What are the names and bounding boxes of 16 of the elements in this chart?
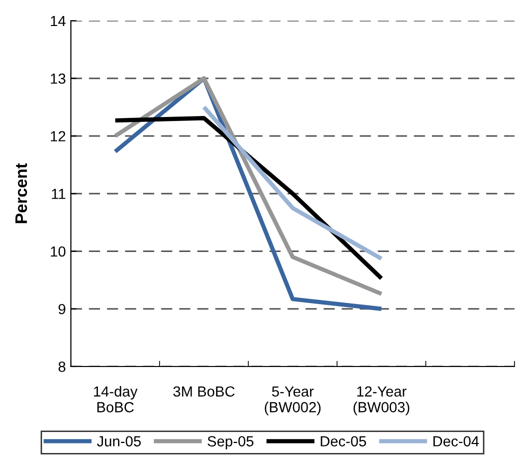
x-tick-label: 5-Year (BW002)	[264, 386, 321, 416]
y-tick-label: 8	[58, 362, 66, 372]
y-axis-title: Percent	[15, 163, 28, 224]
legend-label: Sep-05	[208, 436, 254, 450]
y-tick-label: 11	[52, 188, 66, 199]
y-tick-label: 10	[50, 246, 66, 257]
y-tick-label: 13	[50, 73, 66, 84]
legend-label: Jun-05	[97, 436, 141, 446]
legend-label: Dec-04	[433, 436, 479, 446]
x-tick-label: 3M BoBC	[173, 386, 235, 397]
legend-label: Dec-05	[320, 436, 366, 446]
y-tick-label: 14	[50, 16, 66, 26]
x-tick-label: 12-Year (BW003)	[354, 386, 410, 416]
y-tick-label: 12	[50, 131, 66, 142]
y-tick-label: 9	[58, 304, 66, 314]
x-tick-label: 14-day BoBC	[94, 386, 138, 412]
